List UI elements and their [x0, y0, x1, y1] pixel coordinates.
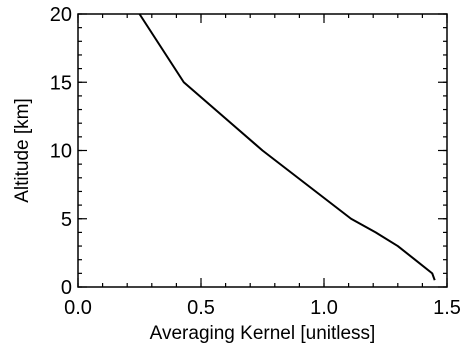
y-axis-label: Altitude [km]	[12, 98, 33, 203]
x-tick-label: 0.0	[64, 297, 92, 319]
y-tick-label: 0	[61, 277, 72, 299]
series-line	[138, 13, 436, 281]
x-tick-label: 1.0	[310, 297, 338, 319]
x-axis-label: Averaging Kernel [unitless]	[150, 323, 376, 343]
series-layer	[138, 13, 436, 281]
y-tick-label: 10	[50, 141, 72, 163]
y-tick-label: 5	[61, 209, 72, 231]
y-tick-labels: 0 5 10 15 20	[50, 4, 72, 299]
x-tick-label: 1.5	[433, 297, 461, 319]
y-tick-label: 20	[50, 4, 72, 26]
x-tick-label: 0.5	[187, 297, 215, 319]
major-ticks	[77, 13, 448, 288]
x-tick-labels: 0.0 0.5 1.0 1.5	[64, 297, 461, 319]
y-tick-label: 15	[50, 72, 72, 94]
